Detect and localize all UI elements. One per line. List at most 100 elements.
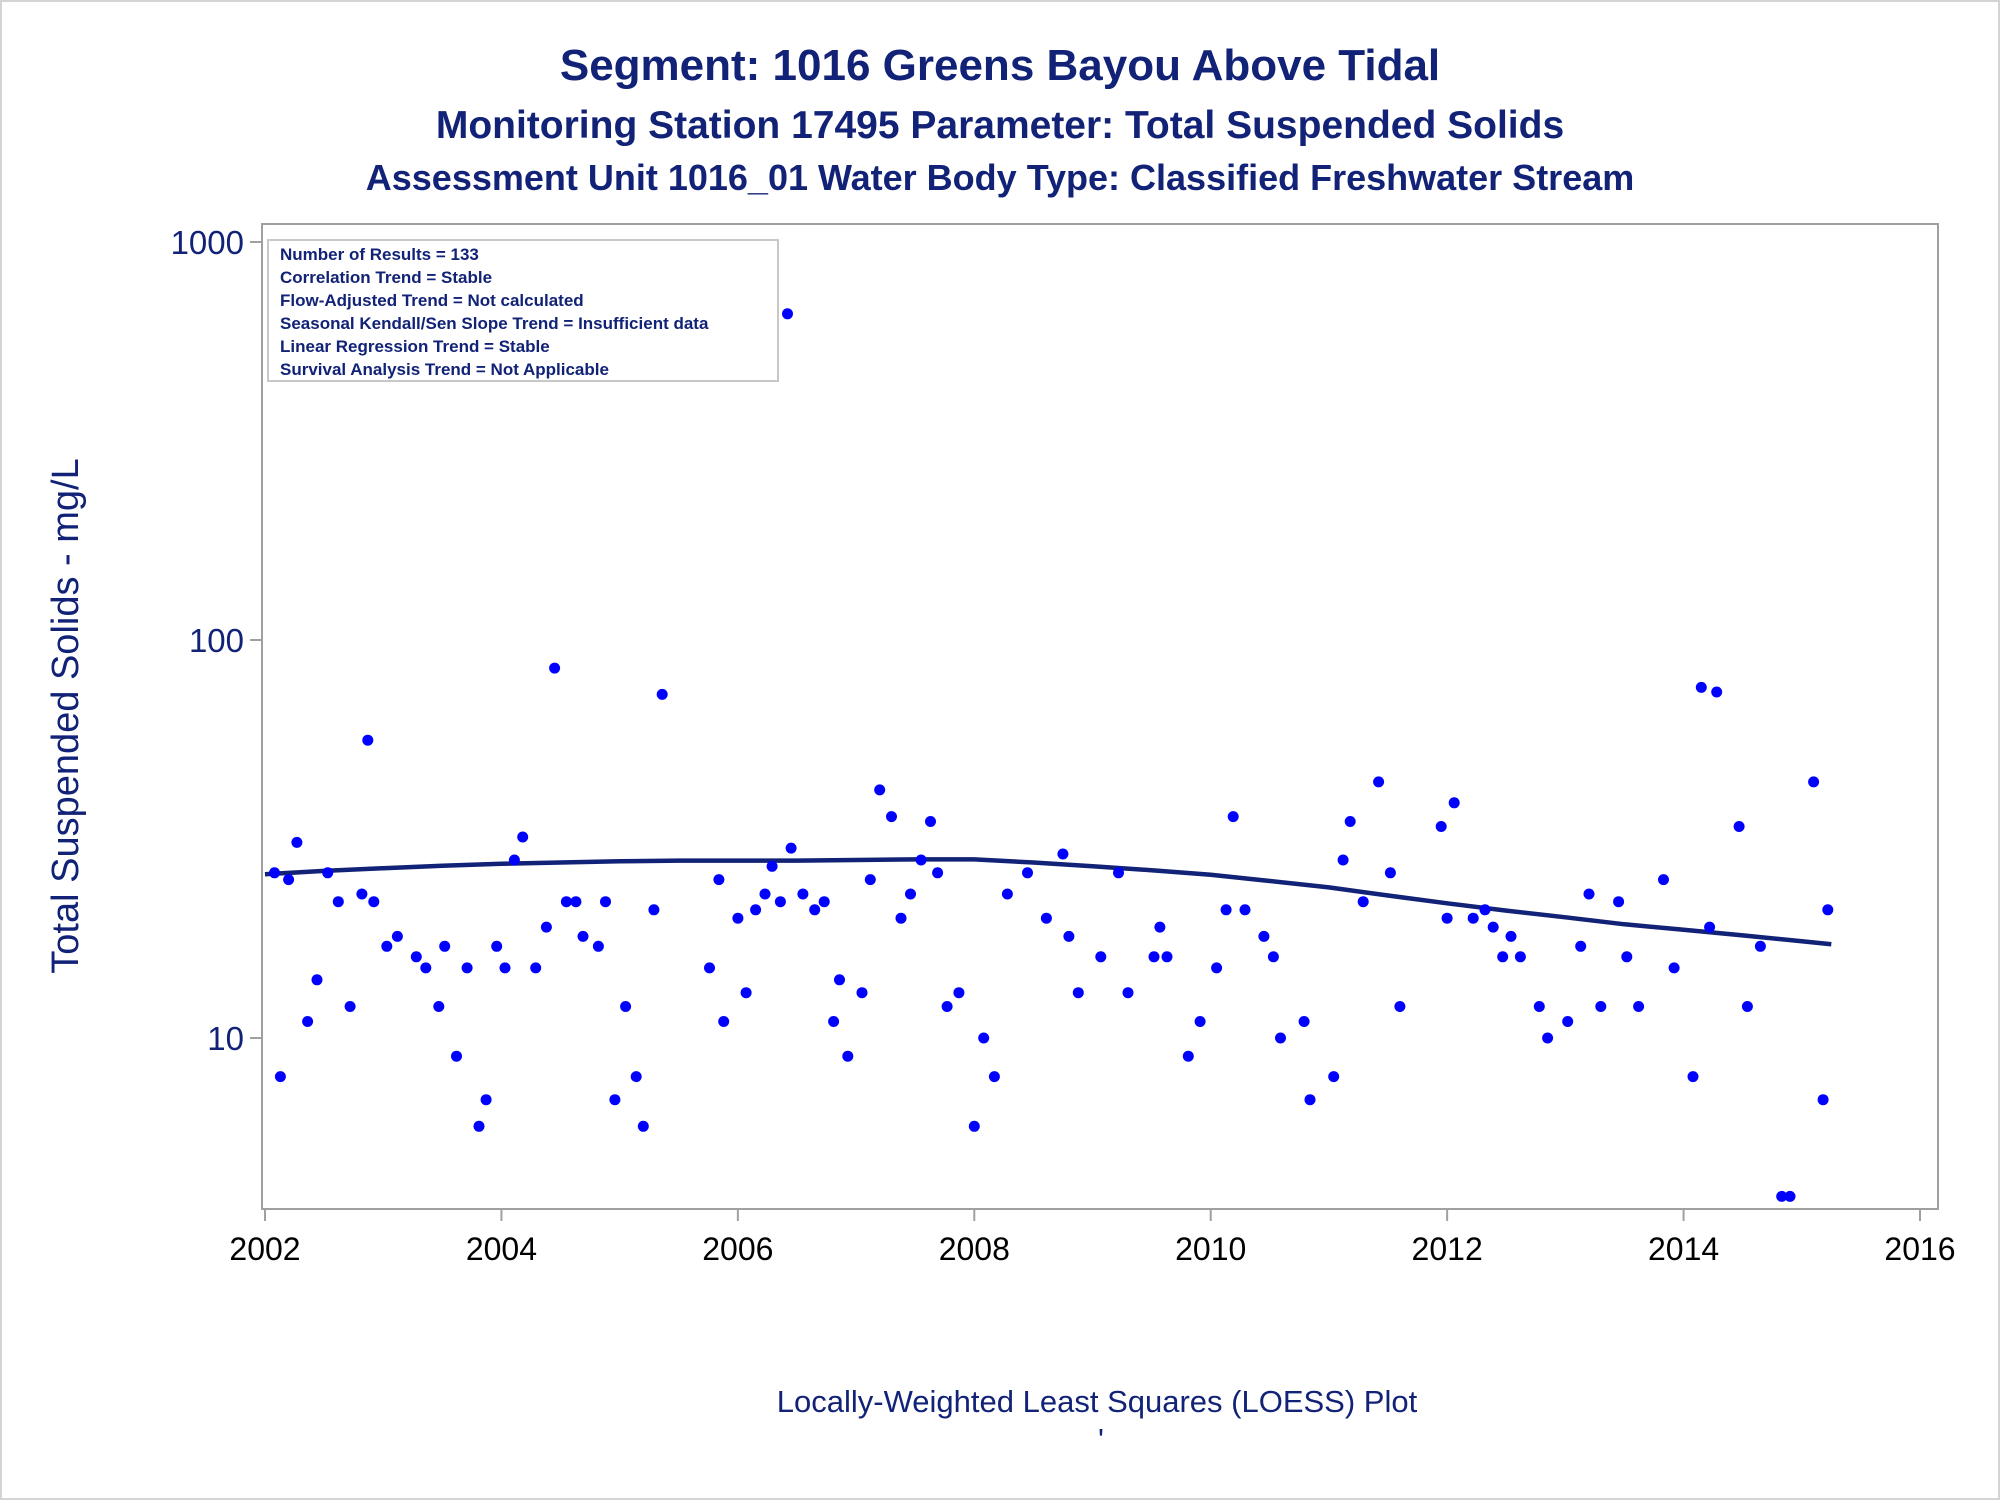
data-point (1095, 951, 1107, 963)
x-tick-label: 2014 (1648, 1231, 1719, 1267)
data-point (895, 912, 907, 924)
data-point (988, 1071, 1000, 1083)
data-point (941, 1001, 953, 1012)
data-point (864, 874, 876, 886)
data-point (1258, 930, 1270, 942)
data-point (592, 940, 604, 952)
data-point (732, 912, 744, 924)
data-point (451, 1050, 462, 1062)
y-tick-label: 1000 (171, 224, 244, 261)
data-point (1022, 867, 1033, 879)
data-point (381, 940, 393, 952)
data-point (637, 1120, 649, 1132)
data-point (302, 1016, 314, 1027)
data-point (1808, 776, 1820, 788)
data-point (1298, 1016, 1310, 1027)
y-tick-label: 100 (189, 622, 244, 659)
data-point (1542, 1032, 1554, 1044)
data-point (1562, 1016, 1574, 1027)
data-point (1533, 1001, 1545, 1012)
plot-area (261, 223, 1939, 1210)
data-point (932, 867, 944, 879)
data-point (630, 1071, 642, 1083)
data-point (834, 974, 845, 986)
data-point (1304, 1094, 1316, 1106)
data-point (1182, 1050, 1194, 1062)
stats-flow-adjusted-trend: Flow-Adjusted Trend = Not calculated (280, 291, 584, 310)
data-point (1595, 1001, 1607, 1012)
data-point (577, 930, 589, 942)
data-point (1687, 1071, 1699, 1083)
data-point (439, 940, 451, 952)
data-point (713, 874, 725, 886)
data-point (1583, 888, 1595, 900)
data-point (1072, 987, 1084, 999)
x-tick-label: 2008 (939, 1231, 1010, 1267)
chart-subtitle-station: Monitoring Station 17495 Parameter: Tota… (436, 104, 1564, 147)
chart-subtitle-assessment: Assessment Unit 1016_01 Water Body Type:… (366, 157, 1635, 198)
data-point (774, 896, 786, 908)
data-point (704, 962, 715, 974)
stats-seasonal-kendall-trend: Seasonal Kendall/Sen Slope Trend = Insuf… (280, 314, 709, 333)
data-point (560, 896, 572, 908)
x-tick-label: 2010 (1175, 1231, 1246, 1267)
data-point (1733, 821, 1745, 832)
data-point (886, 811, 897, 823)
data-point (925, 816, 936, 827)
data-point (609, 1094, 621, 1106)
data-point (1514, 951, 1526, 963)
data-point (1122, 987, 1134, 999)
data-point (344, 1001, 356, 1012)
data-point (1373, 776, 1385, 788)
footnote: Locally-Weighted Least Squares (LOESS) P… (777, 1384, 1418, 1419)
data-point (1711, 686, 1723, 698)
data-point (759, 888, 771, 900)
data-point (530, 962, 542, 974)
data-point (1487, 921, 1499, 933)
data-point (283, 874, 295, 886)
data-point (1267, 951, 1279, 963)
data-point (1384, 867, 1396, 879)
data-point (1001, 888, 1013, 900)
data-point (480, 1094, 492, 1106)
stats-box: Number of Results = 133 Correlation Tren… (267, 239, 779, 382)
data-point (274, 1071, 286, 1083)
x-tick-label: 2002 (229, 1231, 300, 1267)
data-point (1621, 951, 1633, 963)
data-point (1220, 904, 1232, 916)
x-tick-label: 2004 (466, 1231, 537, 1267)
x-tick-label: 2006 (702, 1231, 773, 1267)
data-point (499, 962, 511, 974)
data-point (1497, 951, 1509, 963)
data-point (1194, 1016, 1206, 1027)
stats-box-border (267, 239, 779, 382)
data-point (1633, 1001, 1645, 1012)
loess-layer (264, 857, 1832, 947)
stats-correlation-trend: Correlation Trend = Stable (280, 268, 492, 287)
data-point (1695, 681, 1707, 693)
data-point (1337, 854, 1349, 866)
data-point (540, 921, 552, 933)
data-point (1394, 1001, 1406, 1012)
data-point (570, 896, 582, 908)
data-point (915, 854, 927, 866)
data-point (269, 867, 280, 879)
data-point (311, 974, 323, 986)
data-point (433, 1001, 445, 1012)
x-tick-label: 2012 (1412, 1231, 1483, 1267)
data-point (291, 836, 303, 848)
data-point (978, 1032, 990, 1044)
data-point (1435, 821, 1447, 832)
data-point (1040, 912, 1052, 924)
data-point (368, 896, 380, 908)
data-point (828, 1016, 840, 1027)
loess-line (264, 857, 1832, 947)
data-point (1441, 912, 1453, 924)
data-point (740, 987, 752, 999)
data-point (1754, 940, 1766, 952)
y-axis-label: Total Suspended Solids - mg/L (45, 458, 87, 973)
data-point (1479, 904, 1491, 916)
data-point (600, 896, 611, 908)
data-point (797, 888, 809, 900)
data-point (782, 308, 793, 320)
